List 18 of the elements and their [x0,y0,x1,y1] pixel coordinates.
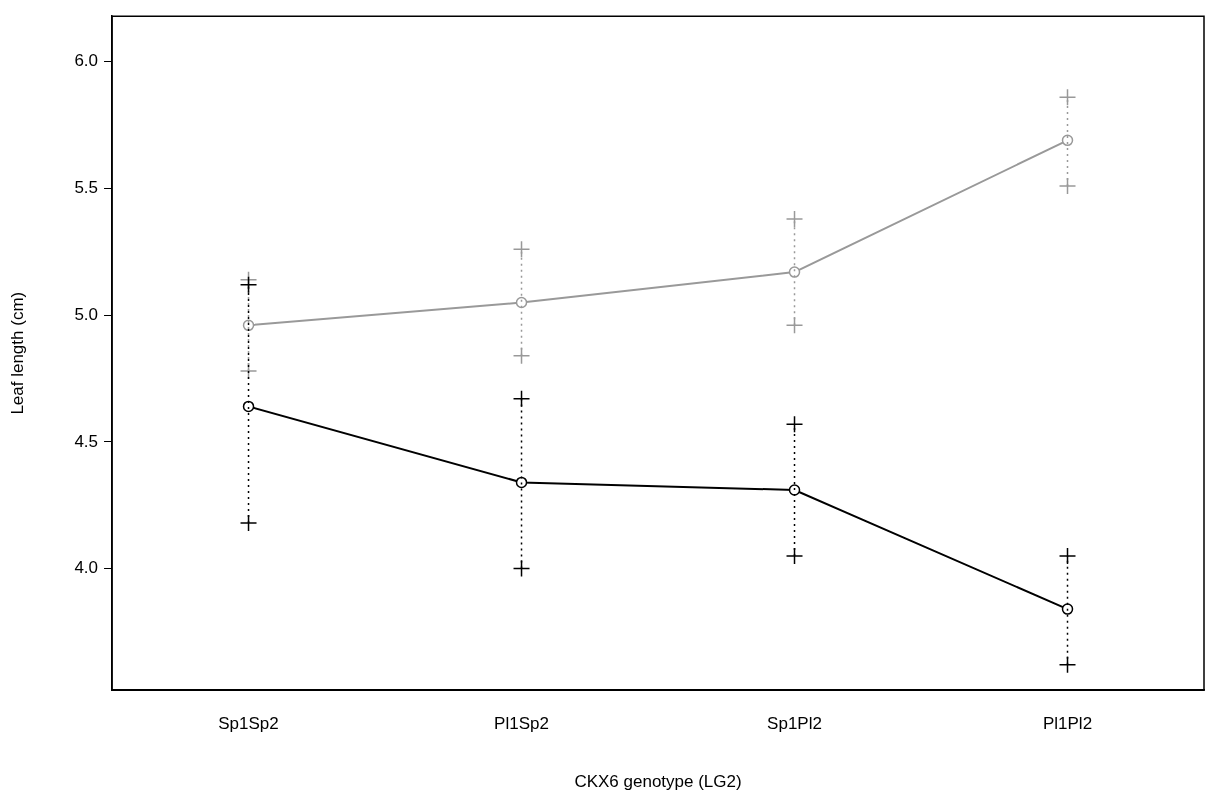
y-tick-label: 5.0 [74,304,99,324]
x-axis-title: CKX6 genotype (LG2) [574,772,742,792]
y-axis-title: Leaf length (cm) [7,291,27,415]
point [788,266,801,278]
point [1061,603,1074,615]
y-tick-label: 4.0 [74,558,99,578]
point [515,476,528,489]
y-tick-label: 5.5 [74,178,99,198]
y-tick-label: 6.0 [74,51,99,71]
x-tick-label: Sp1Sp2 [218,714,279,734]
point [515,296,528,309]
x-tick-label: Sp1Pl2 [767,714,822,734]
y-tick-label: 4.5 [74,431,99,451]
point [788,484,801,496]
point [1061,134,1074,147]
x-tick-label: Pl1Pl2 [1042,714,1093,734]
x-tick-label: Pl1Sp2 [494,714,549,734]
point [242,400,255,413]
